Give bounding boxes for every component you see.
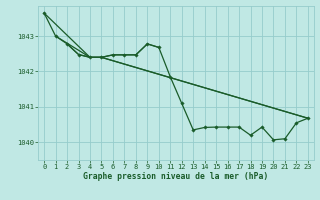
X-axis label: Graphe pression niveau de la mer (hPa): Graphe pression niveau de la mer (hPa)	[84, 172, 268, 181]
